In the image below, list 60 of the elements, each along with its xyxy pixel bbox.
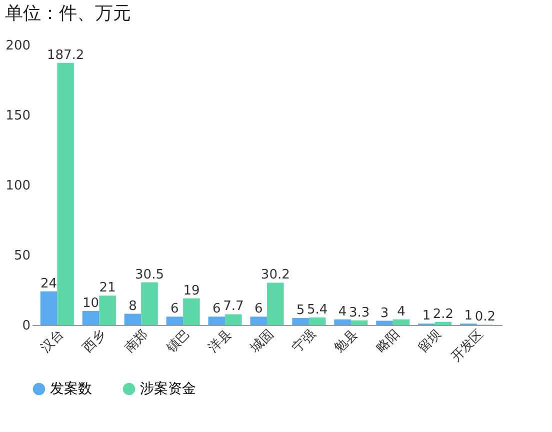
data-label: 10 bbox=[82, 296, 100, 311]
bar bbox=[350, 320, 368, 325]
data-label: 1 bbox=[464, 308, 473, 324]
x-tick-label: 略阳 bbox=[374, 326, 403, 356]
x-tick-label: 西乡 bbox=[80, 326, 110, 356]
legend-label: 涉案资金 bbox=[140, 380, 196, 397]
bar bbox=[250, 316, 267, 325]
legend-label: 发案数 bbox=[50, 380, 92, 397]
x-tick-label: 汉台 bbox=[38, 326, 68, 356]
bar bbox=[208, 316, 226, 325]
bar bbox=[292, 318, 309, 325]
data-label: 6 bbox=[254, 302, 263, 317]
data-label: 30.5 bbox=[135, 267, 164, 282]
data-label: 3.3 bbox=[348, 305, 370, 320]
x-tick-label: 城固 bbox=[247, 326, 277, 356]
bar bbox=[308, 317, 326, 325]
data-label: 4 bbox=[397, 304, 406, 320]
x-tick-label: 镇巴 bbox=[163, 326, 193, 356]
y-tick-label: 50 bbox=[14, 248, 30, 264]
data-label: 5 bbox=[296, 303, 305, 318]
bar bbox=[434, 322, 452, 325]
data-label: 187.2 bbox=[46, 48, 84, 63]
bar bbox=[376, 320, 393, 325]
bar bbox=[334, 319, 351, 325]
data-label: 6 bbox=[212, 302, 221, 317]
data-label: 19 bbox=[183, 283, 200, 298]
x-tick-label: 洋县 bbox=[206, 326, 235, 356]
bar bbox=[225, 314, 242, 325]
chart-title: 单位：件、万元 bbox=[5, 3, 132, 24]
data-label: 24 bbox=[40, 276, 58, 292]
x-tick-label: 宁强 bbox=[289, 326, 319, 356]
bar bbox=[40, 291, 58, 325]
y-tick-label: 100 bbox=[6, 178, 30, 194]
x-tick-label: 开发区 bbox=[448, 326, 487, 365]
data-label: 5.4 bbox=[307, 302, 328, 318]
data-label: 21 bbox=[99, 280, 116, 296]
bar bbox=[166, 316, 184, 325]
data-label: 7.7 bbox=[223, 299, 244, 314]
data-label: 6 bbox=[170, 302, 179, 317]
data-label: 4 bbox=[338, 304, 347, 320]
x-tick-label: 南郑 bbox=[122, 326, 152, 356]
data-label: 1 bbox=[422, 308, 431, 324]
x-tick-label: 勉县 bbox=[332, 326, 361, 356]
bar bbox=[141, 282, 158, 325]
y-tick-label: 150 bbox=[6, 108, 30, 124]
data-label: 2.2 bbox=[432, 306, 454, 322]
data-label: 8 bbox=[128, 298, 137, 314]
data-label: 30.2 bbox=[260, 268, 290, 283]
y-tick-label: 0 bbox=[22, 318, 30, 334]
y-tick-label: 200 bbox=[6, 38, 30, 54]
data-label: 3 bbox=[380, 306, 389, 321]
bar bbox=[99, 296, 116, 325]
bar bbox=[267, 282, 284, 325]
x-tick-label: 留坝 bbox=[416, 326, 445, 356]
bar bbox=[124, 314, 142, 325]
bar bbox=[392, 319, 410, 325]
bar bbox=[82, 311, 100, 325]
data-label: 0.2 bbox=[474, 310, 496, 325]
bar bbox=[183, 298, 200, 325]
bar bbox=[57, 62, 74, 325]
